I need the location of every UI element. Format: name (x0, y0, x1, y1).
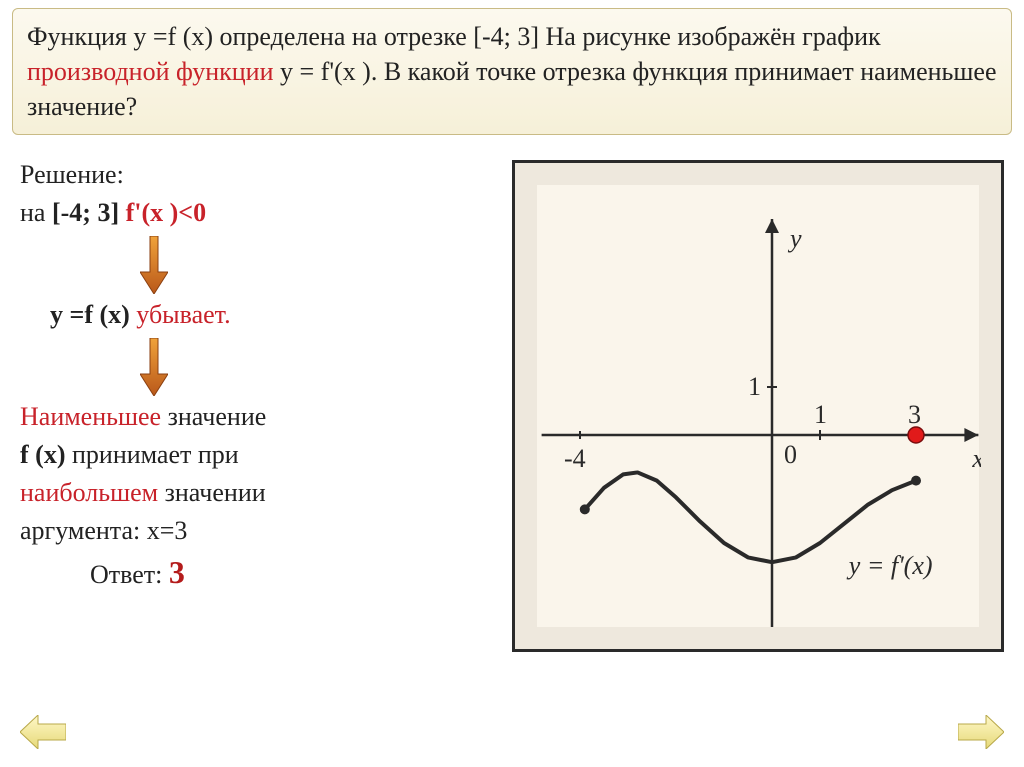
nav-prev-button[interactable] (20, 715, 66, 749)
svg-text:y = f'(x): y = f'(x) (846, 551, 933, 580)
svg-text:3: 3 (908, 400, 921, 429)
arrow-down-2 (140, 338, 168, 396)
solution-line1: на [-4; 3] f'(x )<0 (20, 198, 500, 228)
sol-l2a: y =f (x) (50, 300, 130, 329)
answer-line: Ответ: 3 (90, 554, 500, 591)
sol-l5b: значении (158, 478, 266, 507)
sol-l4b: принимает при (65, 440, 238, 469)
answer-value: 3 (169, 554, 185, 590)
svg-text:1: 1 (748, 372, 761, 401)
solution-line6: аргумента: x=3 (20, 516, 500, 546)
nav-next-button[interactable] (958, 715, 1004, 749)
sol-l1c: f'(x )<0 (119, 198, 206, 227)
svg-text:0: 0 (784, 440, 797, 469)
sol-l5a: наибольшем (20, 478, 158, 507)
arrow-down-1 (140, 236, 168, 294)
solution-block: Решение: на [-4; 3] f'(x )<0 y =f (x) уб… (20, 160, 500, 591)
graph-inner: yx013-41y = f'(x) (537, 185, 979, 627)
solution-line3: Наименьшее значение (20, 402, 500, 432)
sol-l4a: f (x) (20, 440, 65, 469)
content-area: Решение: на [-4; 3] f'(x )<0 y =f (x) уб… (20, 160, 1004, 747)
sol-l2b: убывает. (130, 300, 231, 329)
solution-line4: f (x) принимает при (20, 440, 500, 470)
svg-text:1: 1 (814, 400, 827, 429)
problem-statement: Функция y =f (x) определена на отрезке [… (12, 8, 1012, 135)
solution-line5: наибольшем значении (20, 478, 500, 508)
problem-text-1: Функция y =f (x) определена на отрезке [… (27, 22, 881, 51)
svg-text:-4: -4 (564, 444, 586, 473)
solution-heading: Решение: (20, 160, 500, 190)
svg-text:y: y (787, 224, 802, 253)
answer-label: Ответ: (90, 560, 169, 589)
solution-line2: y =f (x) убывает. (50, 300, 500, 330)
sol-l1a: на (20, 198, 52, 227)
svg-text:x: x (971, 444, 981, 473)
sol-l3a: Наименьшее (20, 402, 161, 431)
graph-panel: yx013-41y = f'(x) (512, 160, 1004, 652)
sol-l3b: значение (161, 402, 266, 431)
sol-l1b: [-4; 3] (52, 198, 119, 227)
problem-text-red: производной функции (27, 57, 274, 86)
graph-svg: yx013-41y = f'(x) (537, 185, 981, 629)
